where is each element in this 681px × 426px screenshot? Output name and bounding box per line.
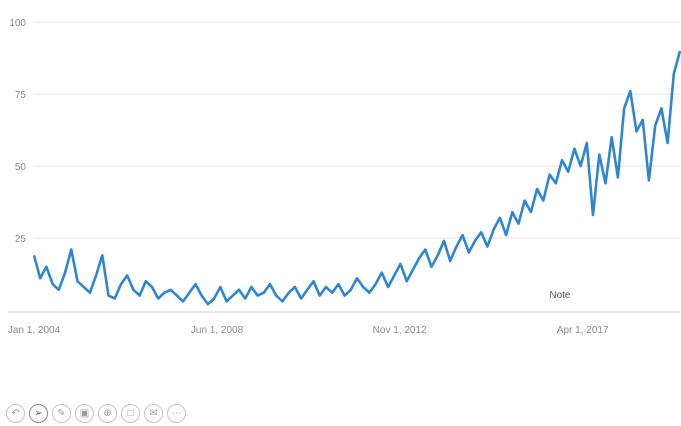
y-tick-label: 75 xyxy=(15,90,27,101)
cursor-icon[interactable]: ➢ xyxy=(29,404,48,423)
series-line xyxy=(32,50,681,306)
save-icon[interactable]: ▣ xyxy=(75,404,94,423)
x-tick-label: Apr 1, 2017 xyxy=(557,325,609,336)
chart-toolbar: ↶ ➢ ✎ ▣ ⊕ □ ✉ ⋯ xyxy=(6,404,186,424)
line-chart: 25 50 75 100 Jan 1, 2004 Jun 1, 2008 Nov 1, 2… xyxy=(8,18,681,336)
pencil-icon[interactable]: ✎ xyxy=(52,404,71,423)
zoom-icon[interactable]: ⊕ xyxy=(98,404,117,423)
y-tick-label: 100 xyxy=(9,18,26,29)
x-tick-label: Jan 1, 2004 xyxy=(8,325,61,336)
x-tick-label: Jun 1, 2008 xyxy=(191,325,244,336)
x-axis-ticks: Jan 1, 2004 Jun 1, 2008 Nov 1, 2012 Apr 1, … xyxy=(8,325,609,336)
mail-icon[interactable]: ✉ xyxy=(144,404,163,423)
y-tick-label: 50 xyxy=(15,162,27,173)
undo-icon[interactable]: ↶ xyxy=(6,404,25,423)
grid-lines xyxy=(34,21,680,239)
comment-icon[interactable]: □ xyxy=(121,404,140,423)
y-axis-ticks: 25 50 75 100 xyxy=(9,18,26,245)
x-tick-label: Nov 1, 2012 xyxy=(373,325,427,336)
y-tick-label: 25 xyxy=(15,234,27,245)
more-icon[interactable]: ⋯ xyxy=(167,404,186,423)
annotation-note: Note xyxy=(549,290,571,301)
